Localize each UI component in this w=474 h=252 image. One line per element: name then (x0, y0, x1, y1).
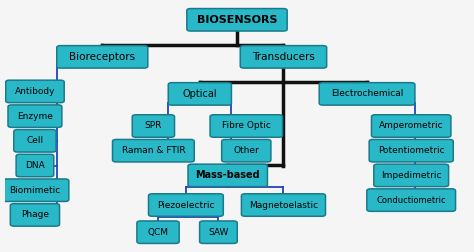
FancyBboxPatch shape (187, 9, 287, 31)
Text: Potentiometric: Potentiometric (378, 146, 445, 155)
Text: Mass-based: Mass-based (195, 170, 260, 180)
FancyBboxPatch shape (222, 139, 271, 162)
FancyBboxPatch shape (240, 46, 327, 68)
FancyBboxPatch shape (10, 204, 60, 226)
Text: Transducers: Transducers (252, 52, 315, 62)
FancyBboxPatch shape (57, 46, 148, 68)
Text: Optical: Optical (182, 89, 217, 99)
FancyBboxPatch shape (241, 194, 326, 216)
Text: SPR: SPR (145, 121, 162, 131)
FancyBboxPatch shape (369, 139, 453, 162)
Text: Raman & FTIR: Raman & FTIR (121, 146, 185, 155)
Text: Amperometric: Amperometric (379, 121, 444, 131)
Text: Electrochemical: Electrochemical (331, 89, 403, 98)
Text: Piezoelectric: Piezoelectric (157, 201, 215, 209)
FancyBboxPatch shape (14, 130, 56, 152)
FancyBboxPatch shape (8, 105, 62, 127)
FancyBboxPatch shape (112, 139, 194, 162)
FancyBboxPatch shape (168, 83, 231, 105)
Text: Antibody: Antibody (15, 87, 55, 96)
FancyBboxPatch shape (132, 115, 174, 137)
FancyBboxPatch shape (319, 83, 415, 105)
FancyBboxPatch shape (148, 194, 223, 216)
FancyBboxPatch shape (210, 115, 283, 137)
Text: Conductiometric: Conductiometric (376, 196, 446, 205)
Text: Biomimetic: Biomimetic (9, 186, 61, 195)
FancyBboxPatch shape (374, 164, 448, 187)
Text: Magnetoelastic: Magnetoelastic (249, 201, 318, 209)
FancyBboxPatch shape (16, 154, 54, 177)
Text: BIOSENSORS: BIOSENSORS (197, 15, 277, 25)
Text: Bioreceptors: Bioreceptors (69, 52, 136, 62)
Text: Phage: Phage (21, 210, 49, 219)
Text: DNA: DNA (25, 161, 45, 170)
Text: Impedimetric: Impedimetric (381, 171, 441, 180)
Text: Other: Other (233, 146, 259, 155)
Text: QCM: QCM (147, 228, 169, 237)
FancyBboxPatch shape (367, 189, 456, 211)
Text: Fibre Optic: Fibre Optic (222, 121, 271, 131)
Text: SAW: SAW (208, 228, 228, 237)
FancyBboxPatch shape (6, 80, 64, 103)
Text: Cell: Cell (27, 136, 44, 145)
FancyBboxPatch shape (188, 164, 267, 187)
Text: Enzyme: Enzyme (17, 112, 53, 121)
FancyBboxPatch shape (1, 179, 69, 201)
FancyBboxPatch shape (137, 221, 179, 243)
FancyBboxPatch shape (372, 115, 451, 137)
FancyBboxPatch shape (200, 221, 237, 243)
